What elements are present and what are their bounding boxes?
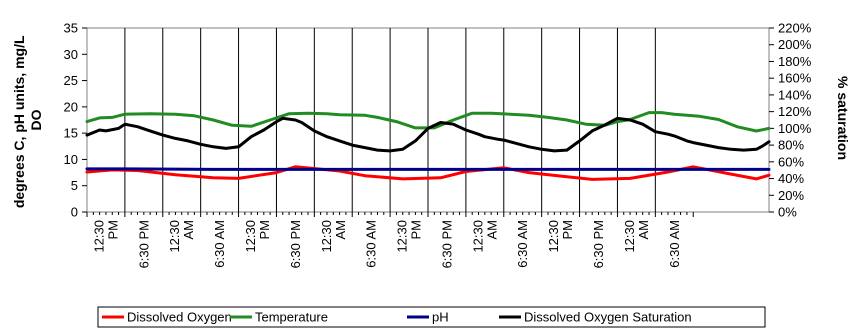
x-axis: 12:30PM 6:30 PM 12:30AM 6:30 AM 12:30PM 6:30 … bbox=[86, 212, 694, 268]
x-tick-label: 6:30 AM bbox=[212, 220, 227, 268]
x-tick-label-line: 12:30 bbox=[167, 220, 182, 253]
right-y-tick-label: 120% bbox=[778, 104, 812, 119]
x-tick-label: 12:30PM bbox=[243, 220, 272, 253]
right-y-tick-label: 60% bbox=[778, 154, 804, 169]
x-tick-label: 6:30 PM bbox=[591, 220, 606, 268]
x-tick-label-line: 6:30 AM bbox=[515, 220, 530, 268]
x-tick-label-line: AM bbox=[636, 220, 651, 240]
right-y-tick-label: 160% bbox=[778, 71, 812, 86]
x-tick-label-line: 6:30 PM bbox=[288, 220, 303, 268]
x-tick-label-line: 6:30 AM bbox=[667, 220, 682, 268]
x-tick-label-line: 12:30 bbox=[395, 220, 410, 253]
x-tick-label: 12:30PM bbox=[395, 220, 424, 253]
left-y-tick-label: 0 bbox=[71, 205, 78, 220]
right-y-tick-label: 180% bbox=[778, 54, 812, 69]
series-lines bbox=[85, 111, 771, 181]
x-tick-label: 12:30PM bbox=[546, 220, 575, 253]
legend-label: Temperature bbox=[255, 310, 328, 325]
x-tick-label-line: 6:30 PM bbox=[591, 220, 606, 268]
x-tick-label-line: AM bbox=[484, 220, 499, 240]
x-tick-label-line: 12:30 bbox=[546, 220, 561, 253]
right-y-tick-label: 140% bbox=[778, 87, 812, 102]
x-tick-label-line: 12:30 bbox=[243, 220, 258, 253]
x-tick-label-line: 12:30 bbox=[622, 220, 637, 253]
right-axis-title: % saturation bbox=[835, 76, 848, 160]
right-y-tick-label: 20% bbox=[778, 188, 804, 203]
x-tick-label-line: AM bbox=[333, 220, 348, 240]
left-y-tick-label: 30 bbox=[64, 47, 78, 62]
x-tick-label-line: 12:30 bbox=[319, 220, 334, 253]
x-tick-label-line: 12:30 bbox=[91, 220, 106, 253]
right-y-tick-label: 80% bbox=[778, 138, 804, 153]
right-y-axis: 0% 20% 40% 60%80% 100% 120% 140%160% 180% 200%22… bbox=[769, 21, 812, 220]
right-y-tick-label: 100% bbox=[778, 121, 812, 136]
x-tick-label-line: 6:30 AM bbox=[212, 220, 227, 268]
right-y-tick-label: 220% bbox=[778, 21, 812, 36]
x-tick-label: 6:30 AM bbox=[364, 220, 379, 268]
right-y-tick-label: 40% bbox=[778, 171, 804, 186]
legend-label: Dissolved Oxygen Saturation bbox=[524, 310, 692, 325]
left-y-tick-label: 20 bbox=[64, 99, 78, 114]
left-y-tick-label: 25 bbox=[64, 73, 78, 88]
left-y-tick-label: 15 bbox=[64, 126, 78, 141]
left-y-tick-label: 5 bbox=[71, 178, 78, 193]
right-y-tick-label: 200% bbox=[778, 37, 812, 52]
x-tick-label: 6:30 AM bbox=[515, 220, 530, 268]
x-tick-label: 6:30 PM bbox=[136, 220, 151, 268]
legend-label: pH bbox=[432, 310, 449, 325]
legend-label: Dissolved Oxygen bbox=[127, 310, 232, 325]
x-tick-label-line: 6:30 AM bbox=[364, 220, 379, 268]
series-line-ph bbox=[85, 167, 771, 171]
left-y-tick-label: 35 bbox=[64, 21, 78, 36]
x-tick-label-line: PM bbox=[409, 220, 424, 240]
x-tick-label-line: 6:30 PM bbox=[136, 220, 151, 268]
x-tick-label: 6:30 AM bbox=[667, 220, 682, 268]
x-tick-label: 6:30 PM bbox=[439, 220, 454, 268]
x-tick-label-line: 12:30 bbox=[470, 220, 485, 253]
left-axis-title-line1: degrees C, pH units, mg/L bbox=[11, 35, 27, 208]
x-tick-label-line: PM bbox=[105, 220, 120, 240]
left-axis-title-line2: DO bbox=[28, 109, 44, 130]
x-tick-label: 12:30AM bbox=[319, 220, 348, 253]
legend-box bbox=[97, 306, 766, 328]
legend: Dissolved Oxygen Temperature pH Dissolved O… bbox=[97, 306, 766, 328]
left-y-axis: 0 5 10 15 20 25 30 35 bbox=[64, 21, 87, 220]
right-y-tick-label: 0% bbox=[778, 205, 797, 220]
x-tick-label-line: PM bbox=[560, 220, 575, 240]
x-tick-label: 12:30AM bbox=[167, 220, 196, 253]
x-tick-label-line: 6:30 PM bbox=[439, 220, 454, 268]
vertical-gridlines bbox=[124, 28, 656, 212]
left-axis-title: degrees C, pH units, mg/L DO bbox=[11, 32, 44, 208]
x-tick-label: 6:30 PM bbox=[288, 220, 303, 268]
left-y-tick-label: 10 bbox=[64, 152, 78, 167]
x-tick-label: 12:30AM bbox=[470, 220, 499, 253]
x-tick-label: 12:30AM bbox=[622, 220, 651, 253]
x-tick-label: 12:30PM bbox=[91, 220, 120, 253]
x-tick-label-line: PM bbox=[257, 220, 272, 240]
x-tick-label-line: AM bbox=[181, 220, 196, 240]
series-line-dissolved-oxygen-saturation bbox=[85, 116, 771, 153]
